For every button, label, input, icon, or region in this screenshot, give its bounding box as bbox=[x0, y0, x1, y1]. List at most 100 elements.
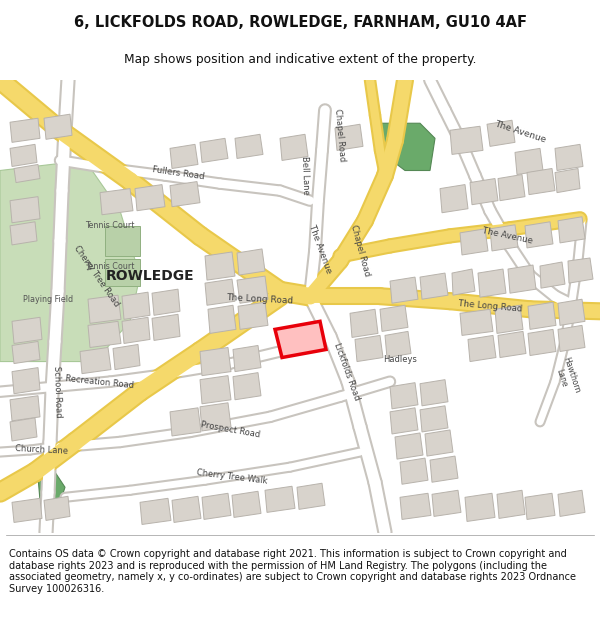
Polygon shape bbox=[170, 408, 201, 436]
Polygon shape bbox=[200, 138, 228, 162]
Text: Recreation Road: Recreation Road bbox=[65, 374, 135, 390]
Polygon shape bbox=[205, 252, 235, 280]
Polygon shape bbox=[200, 402, 231, 431]
Text: Prospect Road: Prospect Road bbox=[200, 420, 260, 439]
Polygon shape bbox=[280, 134, 308, 161]
Polygon shape bbox=[465, 493, 495, 521]
Text: Contains OS data © Crown copyright and database right 2021. This information is : Contains OS data © Crown copyright and d… bbox=[9, 549, 576, 594]
Polygon shape bbox=[568, 258, 593, 283]
Polygon shape bbox=[432, 490, 461, 516]
Polygon shape bbox=[135, 184, 165, 211]
Polygon shape bbox=[88, 295, 121, 323]
Polygon shape bbox=[12, 318, 42, 344]
Polygon shape bbox=[10, 418, 37, 441]
Polygon shape bbox=[527, 169, 555, 194]
Polygon shape bbox=[390, 382, 418, 409]
Polygon shape bbox=[235, 134, 263, 158]
Polygon shape bbox=[10, 197, 40, 222]
Text: Tennis Court: Tennis Court bbox=[85, 221, 134, 230]
Polygon shape bbox=[38, 472, 65, 502]
Polygon shape bbox=[275, 321, 326, 357]
Polygon shape bbox=[498, 331, 526, 357]
Polygon shape bbox=[515, 148, 543, 174]
Polygon shape bbox=[528, 329, 556, 356]
Polygon shape bbox=[233, 346, 261, 372]
Polygon shape bbox=[80, 348, 111, 374]
Text: The Avenue: The Avenue bbox=[482, 226, 534, 246]
Polygon shape bbox=[390, 408, 418, 434]
Polygon shape bbox=[558, 217, 585, 243]
Text: Cherry Tree Road: Cherry Tree Road bbox=[71, 244, 121, 308]
Polygon shape bbox=[555, 144, 583, 171]
Polygon shape bbox=[10, 118, 40, 142]
Text: Chapel Road: Chapel Road bbox=[349, 224, 371, 278]
Polygon shape bbox=[88, 321, 121, 348]
Polygon shape bbox=[170, 144, 198, 169]
Polygon shape bbox=[478, 269, 506, 298]
Text: 6, LICKFOLDS ROAD, ROWLEDGE, FARNHAM, GU10 4AF: 6, LICKFOLDS ROAD, ROWLEDGE, FARNHAM, GU… bbox=[74, 15, 527, 30]
Polygon shape bbox=[140, 498, 171, 524]
Polygon shape bbox=[200, 348, 231, 376]
Polygon shape bbox=[380, 305, 408, 331]
Polygon shape bbox=[487, 120, 515, 146]
Text: Chapel Road: Chapel Road bbox=[333, 109, 347, 162]
Polygon shape bbox=[497, 490, 525, 518]
Polygon shape bbox=[420, 273, 448, 299]
Polygon shape bbox=[200, 376, 231, 404]
Polygon shape bbox=[400, 493, 431, 519]
Polygon shape bbox=[205, 279, 235, 305]
Polygon shape bbox=[237, 276, 268, 303]
Text: The Avenue: The Avenue bbox=[307, 223, 333, 274]
Text: Cherry Tree Walk: Cherry Tree Walk bbox=[196, 468, 268, 486]
Polygon shape bbox=[152, 314, 180, 341]
Polygon shape bbox=[452, 269, 475, 295]
Polygon shape bbox=[44, 114, 72, 139]
Polygon shape bbox=[460, 309, 493, 336]
Polygon shape bbox=[420, 379, 448, 406]
Text: Map shows position and indicative extent of the property.: Map shows position and indicative extent… bbox=[124, 52, 476, 66]
Polygon shape bbox=[100, 189, 133, 215]
Text: ROWLEDGE: ROWLEDGE bbox=[106, 269, 194, 283]
Polygon shape bbox=[335, 124, 363, 151]
Text: Playing Field: Playing Field bbox=[23, 295, 73, 304]
Polygon shape bbox=[12, 341, 40, 364]
Polygon shape bbox=[490, 225, 518, 251]
Polygon shape bbox=[558, 326, 585, 351]
Polygon shape bbox=[122, 318, 150, 344]
Polygon shape bbox=[460, 229, 488, 255]
Text: Fullers Road: Fullers Road bbox=[151, 166, 205, 182]
Polygon shape bbox=[122, 292, 150, 319]
Text: Bell Lane: Bell Lane bbox=[300, 156, 310, 195]
Polygon shape bbox=[508, 265, 536, 293]
Polygon shape bbox=[265, 486, 295, 512]
Polygon shape bbox=[237, 249, 265, 275]
Polygon shape bbox=[12, 498, 42, 522]
Polygon shape bbox=[232, 491, 261, 518]
Polygon shape bbox=[555, 169, 580, 192]
Polygon shape bbox=[14, 164, 40, 182]
Polygon shape bbox=[380, 123, 435, 171]
Polygon shape bbox=[0, 161, 140, 361]
Text: The Long Road: The Long Road bbox=[226, 293, 293, 306]
Text: The Avenue: The Avenue bbox=[493, 120, 547, 145]
Polygon shape bbox=[400, 458, 428, 484]
Polygon shape bbox=[425, 430, 453, 456]
Polygon shape bbox=[470, 179, 498, 205]
Polygon shape bbox=[355, 336, 383, 361]
Polygon shape bbox=[297, 483, 325, 509]
Polygon shape bbox=[390, 277, 418, 303]
Polygon shape bbox=[44, 496, 70, 521]
Polygon shape bbox=[395, 433, 423, 459]
Polygon shape bbox=[208, 305, 236, 333]
Polygon shape bbox=[558, 299, 585, 326]
Polygon shape bbox=[113, 344, 140, 369]
Polygon shape bbox=[440, 184, 468, 213]
Text: Hawthorn
Lane: Hawthorn Lane bbox=[551, 356, 581, 398]
Polygon shape bbox=[385, 331, 411, 357]
Polygon shape bbox=[10, 144, 37, 166]
Text: Church Lane: Church Lane bbox=[16, 444, 68, 456]
Polygon shape bbox=[540, 262, 565, 288]
Text: Lickfolds Road: Lickfolds Road bbox=[332, 342, 362, 402]
Polygon shape bbox=[105, 259, 140, 286]
Text: The Long Road: The Long Road bbox=[458, 299, 523, 314]
